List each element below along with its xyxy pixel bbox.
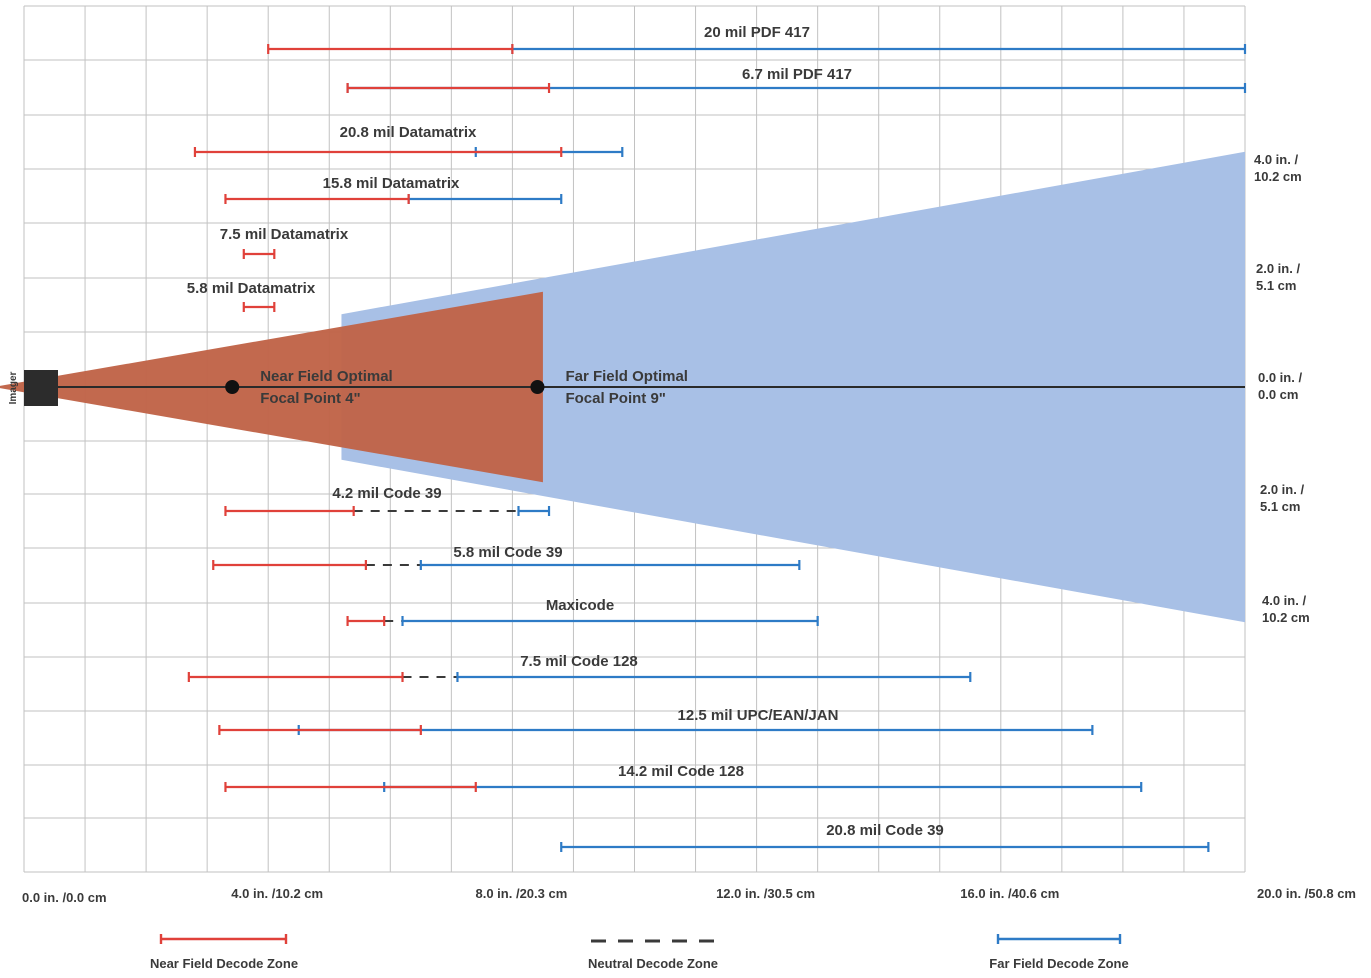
symbology-label: 7.5 mil Code 128 — [520, 653, 638, 670]
x-axis-tick-label: 0.0 in. /0.0 cm — [22, 890, 107, 905]
x-axis-tick-label: 20.0 in. /50.8 cm — [1257, 886, 1356, 901]
x-axis-tick-label: 4.0 in. /10.2 cm — [231, 886, 323, 901]
near-zone-bar — [224, 194, 410, 204]
far-focal-point-marker — [530, 380, 545, 394]
field-height-label: 10.2 cm — [1254, 169, 1302, 184]
near-zone-bar — [224, 506, 355, 516]
far-zone-bar — [517, 506, 551, 516]
far-focal-point-label: Focal Point 9" — [565, 390, 665, 407]
symbology-label: 20.8 mil Code 39 — [826, 822, 944, 839]
symbology-label: 6.7 mil PDF 417 — [742, 66, 852, 83]
symbology-label: 5.8 mil Datamatrix — [187, 280, 316, 297]
symbology-label: 14.2 mil Code 128 — [618, 763, 744, 780]
x-axis-tick-label: 16.0 in. /40.6 cm — [960, 886, 1059, 901]
symbology-row: 20.8 mil Code 39 — [560, 822, 1210, 852]
symbology-row: 12.5 mil UPC/EAN/JAN — [218, 707, 1094, 735]
symbology-label: 7.5 mil Datamatrix — [220, 226, 349, 243]
symbology-row: 4.2 mil Code 39 — [224, 485, 551, 516]
legend-item-near: Near Field Decode Zone — [150, 934, 298, 971]
near-zone-bar — [267, 44, 514, 54]
far-zone-bar — [560, 842, 1210, 852]
symbology-row: 6.7 mil PDF 417 — [346, 66, 1247, 93]
field-height-label: 4.0 in. / — [1254, 152, 1298, 167]
field-height-label: 2.0 in. / — [1256, 261, 1300, 276]
symbology-label: 15.8 mil Datamatrix — [323, 175, 460, 192]
near-focal-point-label: Focal Point 4" — [260, 390, 360, 407]
symbology-row: 7.5 mil Datamatrix — [220, 226, 349, 259]
near-zone-bar — [242, 249, 276, 259]
far-focal-point-label: Far Field Optimal — [565, 368, 688, 385]
symbology-row: 14.2 mil Code 128 — [224, 763, 1143, 792]
far-zone-bar — [419, 560, 801, 570]
symbology-label: 4.2 mil Code 39 — [332, 485, 441, 502]
near-zone-bar — [224, 782, 477, 792]
near-zone-bar — [218, 725, 422, 735]
near-focal-point-marker — [225, 380, 240, 394]
near-zone-bar — [242, 302, 276, 312]
field-height-label: 0.0 in. / — [1258, 370, 1302, 385]
near-zone-bar — [346, 83, 551, 93]
near-zone-bar — [212, 560, 367, 570]
imager-block — [24, 370, 58, 406]
near-focal-point-label: Near Field Optimal — [260, 368, 393, 385]
legend-label: Near Field Decode Zone — [150, 956, 298, 971]
field-height-label: 0.0 cm — [1258, 387, 1298, 402]
legend-item-neutral: Neutral Decode Zone — [588, 939, 718, 971]
field-height-label: 10.2 cm — [1262, 610, 1310, 625]
far-zone-bar — [401, 616, 819, 626]
symbology-row: 20 mil PDF 417 — [267, 24, 1247, 54]
legend-label: Neutral Decode Zone — [588, 956, 718, 971]
near-zone-bar — [187, 672, 404, 682]
symbology-row: 20.8 mil Datamatrix — [193, 124, 624, 157]
far-zone-bar — [456, 672, 972, 682]
near-zone-bar — [193, 147, 563, 157]
symbology-row: 7.5 mil Code 128 — [187, 653, 972, 682]
symbology-label: 20.8 mil Datamatrix — [340, 124, 477, 141]
imager-label: Imager — [8, 371, 19, 404]
far-zone-bar — [407, 194, 563, 204]
legend: Near Field Decode Zone Neutral Decode Zon… — [150, 934, 1129, 971]
x-axis-tick-label: 12.0 in. /30.5 cm — [716, 886, 815, 901]
field-height-label: 5.1 cm — [1260, 499, 1300, 514]
legend-item-far: Far Field Decode Zone — [989, 934, 1129, 971]
field-height-label: 4.0 in. / — [1262, 593, 1306, 608]
symbology-label: 5.8 mil Code 39 — [453, 544, 562, 561]
field-height-label: 2.0 in. / — [1260, 482, 1304, 497]
field-height-label: 5.1 cm — [1256, 278, 1296, 293]
symbology-row: 5.8 mil Datamatrix — [187, 280, 316, 312]
symbology-row: 15.8 mil Datamatrix — [224, 175, 563, 204]
x-axis-tick-label: 8.0 in. /20.3 cm — [476, 886, 568, 901]
legend-label: Far Field Decode Zone — [989, 956, 1128, 971]
far-zone-bar — [383, 782, 1143, 792]
symbology-label: 12.5 mil UPC/EAN/JAN — [678, 707, 839, 724]
symbology-row: Maxicode — [346, 597, 819, 626]
symbology-label: 20 mil PDF 417 — [704, 24, 810, 41]
symbology-label: Maxicode — [546, 597, 614, 614]
symbology-row: 5.8 mil Code 39 — [212, 544, 801, 570]
near-zone-bar — [346, 616, 386, 626]
